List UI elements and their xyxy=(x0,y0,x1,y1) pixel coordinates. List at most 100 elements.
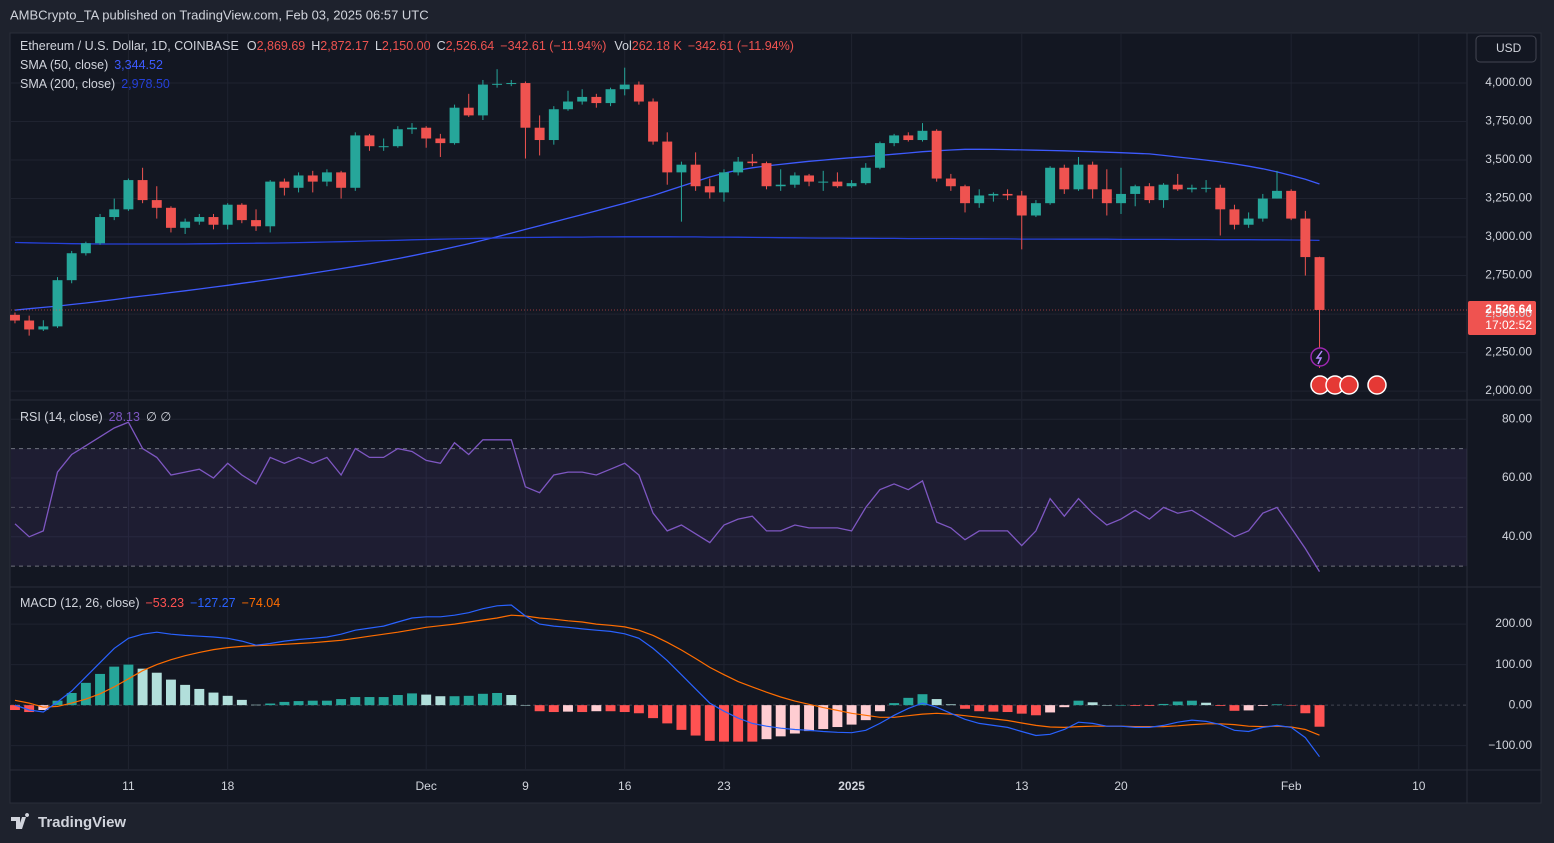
candle-body xyxy=(747,161,758,164)
histogram-bar xyxy=(80,682,91,706)
candle-body xyxy=(1130,186,1141,194)
volume-label: Vol xyxy=(614,39,631,53)
histogram-bar xyxy=(1300,705,1311,714)
x-tick-label: Dec xyxy=(416,779,437,793)
candle-body xyxy=(80,243,91,254)
histogram-bar xyxy=(421,694,432,706)
histogram-bar xyxy=(648,705,659,719)
candle-body xyxy=(818,181,829,183)
candle-body xyxy=(1314,257,1325,310)
line xyxy=(14,421,1321,572)
ohlc-value: 2,872.17 xyxy=(320,39,369,53)
histogram-bar xyxy=(392,695,403,706)
histogram-bar xyxy=(804,705,815,732)
currency-button[interactable] xyxy=(1475,35,1537,63)
y-tick-label: 2,000.00 xyxy=(1485,383,1532,397)
y-tick-label: 2,500.00 xyxy=(1485,306,1532,320)
histogram-bar xyxy=(137,668,148,706)
histogram-bar xyxy=(251,704,261,706)
candle-body xyxy=(506,83,517,85)
histogram-bar xyxy=(165,679,176,706)
currency-label[interactable]: USD xyxy=(1496,41,1522,55)
histogram-bar xyxy=(66,692,77,706)
histogram-bar xyxy=(704,705,715,741)
marks xyxy=(10,67,1536,758)
candle-body xyxy=(832,181,843,187)
candle-body xyxy=(903,135,914,141)
legend-value: −74.04 xyxy=(242,596,281,610)
candle-body xyxy=(194,217,205,222)
histogram-bar xyxy=(1059,705,1070,708)
legend: SMA (50, close) 3,344.52 xyxy=(20,58,163,72)
line xyxy=(14,614,1320,736)
candle-body xyxy=(619,84,630,90)
candle-body xyxy=(1158,184,1169,201)
histogram-bar xyxy=(520,705,531,706)
ohlc-label: H xyxy=(311,39,320,53)
candle-body xyxy=(449,107,460,144)
candle-body xyxy=(591,96,602,104)
candle-body xyxy=(1272,190,1282,199)
candle-body xyxy=(421,127,432,139)
ohlc-label: O xyxy=(247,39,257,53)
candle-body xyxy=(52,280,63,327)
histogram-bar xyxy=(889,703,900,706)
candle-body xyxy=(789,175,800,185)
histogram-bar xyxy=(789,705,800,734)
chart-area xyxy=(9,32,1542,804)
legend-value: 28.13 xyxy=(109,410,140,424)
legend-name: SMA (50, close) xyxy=(20,58,108,72)
line xyxy=(14,236,1320,245)
ohlc-value: 2,869.69 xyxy=(257,39,306,53)
candle-body xyxy=(1016,195,1027,216)
candle-body xyxy=(1116,193,1126,204)
candle-body xyxy=(874,143,885,168)
histogram-bar xyxy=(321,700,332,706)
candle-body xyxy=(1002,193,1013,196)
legend: SMA (200, close) 2,978.50 xyxy=(20,77,170,91)
candle-body xyxy=(704,186,715,193)
histogram-bar xyxy=(350,697,361,706)
histogram-bar xyxy=(1016,705,1027,714)
y-tick-label: 200.00 xyxy=(1495,616,1532,630)
histogram-bar xyxy=(1243,705,1254,711)
candle-body xyxy=(633,84,644,102)
histogram-bar xyxy=(1087,702,1098,706)
histogram-bar xyxy=(463,695,474,706)
histogram-bar xyxy=(180,684,191,706)
histogram-bar xyxy=(1286,705,1297,706)
candle-body xyxy=(350,135,361,188)
histogram-bar xyxy=(1144,705,1155,706)
candle-body xyxy=(251,220,261,227)
histogram-bar xyxy=(563,705,573,712)
histogram-bar xyxy=(24,705,35,713)
candle-body xyxy=(151,200,162,208)
candle-body xyxy=(648,101,659,142)
volume-value: 262.18 K xyxy=(632,39,683,53)
histogram-bar xyxy=(10,705,20,711)
x-tick-label: 23 xyxy=(717,779,731,793)
histogram-bar xyxy=(1130,705,1141,706)
candle-body xyxy=(1144,186,1155,201)
histogram-bar xyxy=(591,705,602,712)
histogram-bar xyxy=(506,695,517,706)
event-icon[interactable] xyxy=(1339,375,1359,395)
event-icon[interactable] xyxy=(1367,375,1387,395)
histogram-bar xyxy=(1172,701,1183,706)
histogram-bar xyxy=(860,705,871,721)
candle-body xyxy=(1030,203,1041,216)
histogram-bar xyxy=(307,700,318,706)
candle-body xyxy=(407,127,417,130)
candle-body xyxy=(279,181,290,188)
candle-body xyxy=(577,96,588,102)
legend-value: 3,344.52 xyxy=(114,58,163,72)
candle-body xyxy=(1172,184,1183,190)
event-icon[interactable] xyxy=(1310,347,1330,367)
labels: 11 18 Dec 9 16 23 2025 13 20 Feb 10 2,000.00 2,250.0… xyxy=(20,39,1532,793)
candle-body xyxy=(733,161,744,173)
x-tick-label: 10 xyxy=(1412,779,1426,793)
y-tick-label: 60.00 xyxy=(1502,470,1532,484)
x-tick-label: 11 xyxy=(122,779,135,793)
histogram-bar xyxy=(1073,700,1084,706)
